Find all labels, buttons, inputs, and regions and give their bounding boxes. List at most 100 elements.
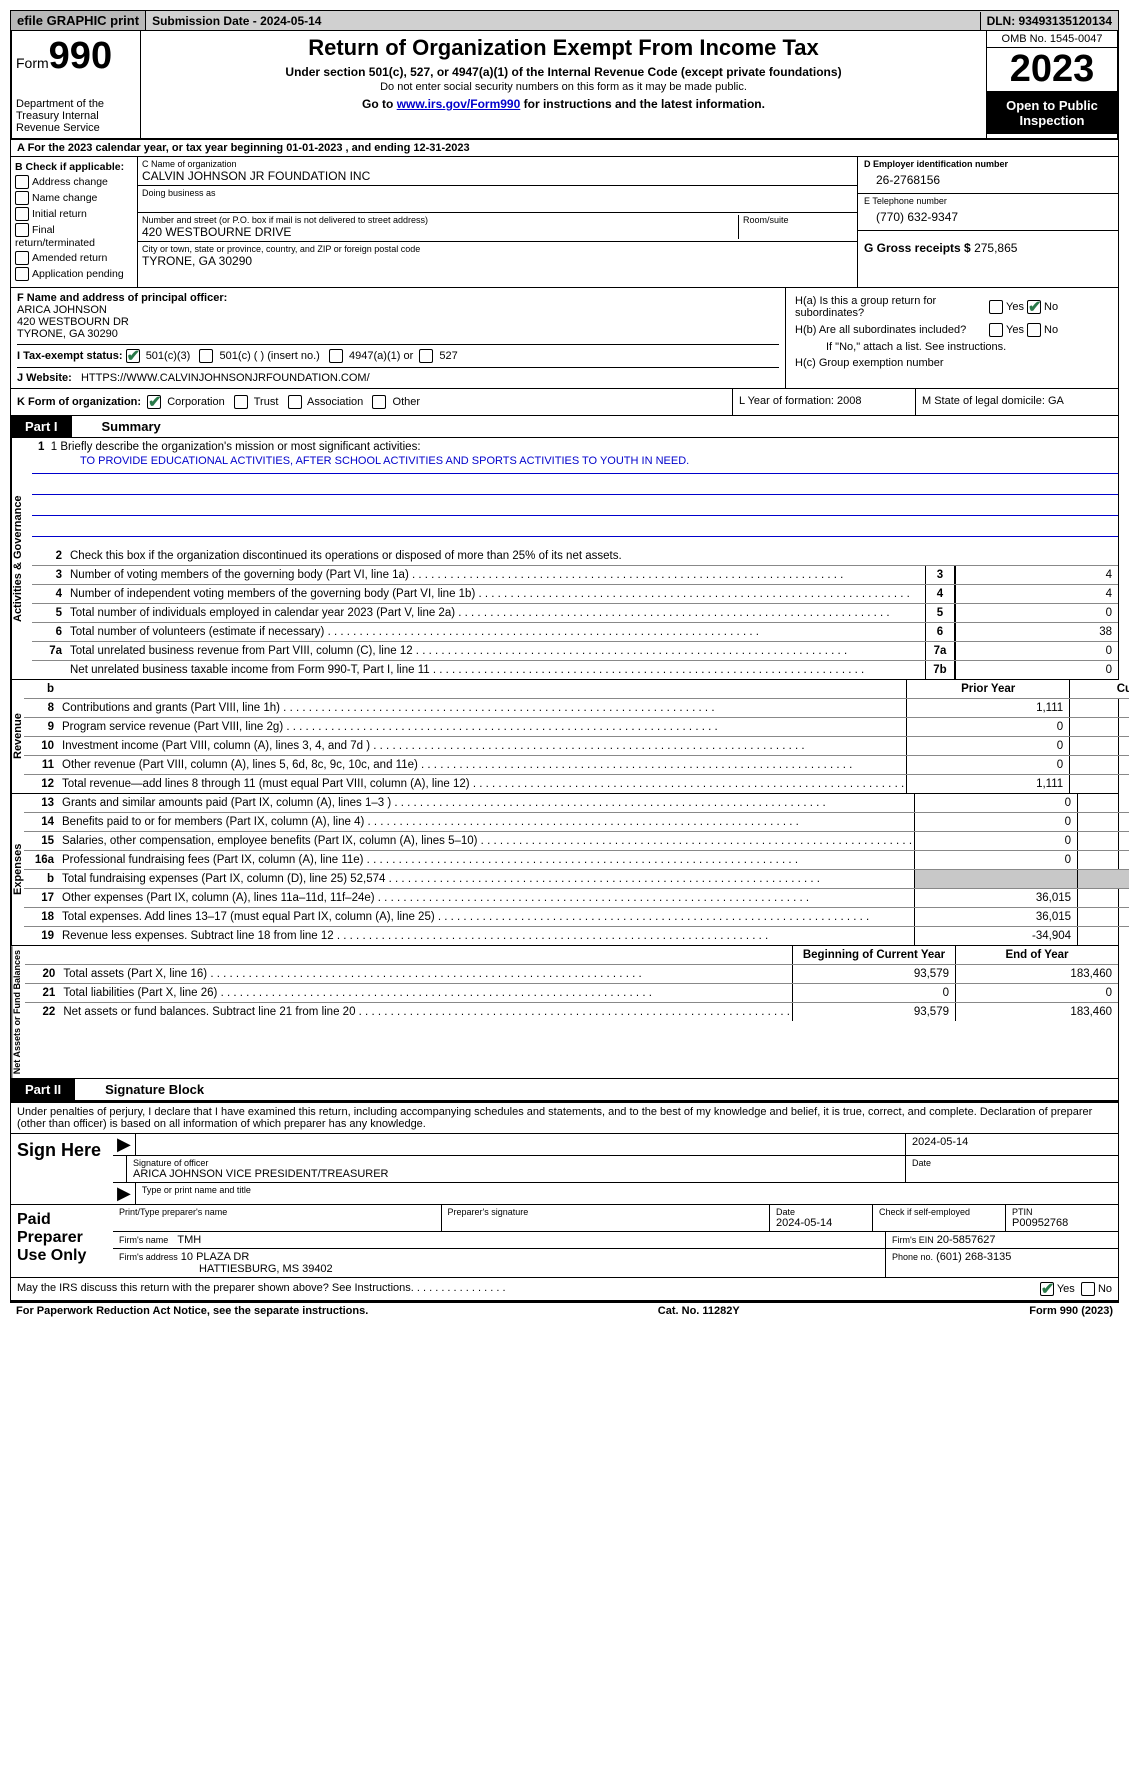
line-text: Revenue less expenses. Subtract line 18 … [60, 927, 914, 945]
cb-discuss-yes[interactable] [1040, 1282, 1054, 1296]
prior-value: 1,111 [906, 775, 1069, 793]
sign-here-label: Sign Here [11, 1134, 113, 1204]
line-text: Grants and similar amounts paid (Part IX… [60, 794, 914, 812]
line-text: Other expenses (Part IX, column (A), lin… [60, 889, 914, 907]
line-text: Total expenses. Add lines 13–17 (must eq… [60, 908, 914, 926]
year-formation: L Year of formation: 2008 [732, 389, 915, 415]
officer-label: F Name and address of principal officer: [17, 292, 779, 304]
cb-4947[interactable] [329, 349, 343, 363]
cb-app-pending[interactable] [15, 267, 29, 281]
ssn-warning: Do not enter social security numbers on … [145, 81, 982, 93]
telephone: (770) 632-9347 [864, 206, 1112, 228]
paid-preparer-label: Paid Preparer Use Only [11, 1205, 113, 1277]
officer-addr2: TYRONE, GA 30290 [17, 328, 779, 340]
current-value: 0 [1069, 737, 1129, 755]
cb-hb-no[interactable] [1027, 323, 1041, 337]
firm-addr1: 10 PLAZA DR [181, 1251, 249, 1263]
cb-527[interactable] [419, 349, 433, 363]
room-label: Room/suite [743, 215, 853, 225]
officer-name: ARICA JOHNSON [17, 304, 779, 316]
form-subtitle: Under section 501(c), 527, or 4947(a)(1)… [145, 65, 982, 79]
summary-netassets: Net Assets or Fund Balances Beginning of… [10, 946, 1119, 1079]
form-id-footer: Form 990 (2023) [1029, 1305, 1113, 1317]
current-value: 47,327 [1069, 756, 1129, 774]
current-value: 0 [1077, 851, 1129, 869]
current-year-header: Current Year [1069, 680, 1129, 698]
form-footer: For Paperwork Reduction Act Notice, see … [10, 1301, 1119, 1319]
cb-hb-yes[interactable] [989, 323, 1003, 337]
prior-value: 0 [792, 984, 955, 1002]
sign-date: 2024-05-14 [905, 1134, 1118, 1155]
cb-501c3[interactable] [126, 349, 140, 363]
prior-value: 0 [914, 832, 1077, 850]
cb-ha-yes[interactable] [989, 300, 1003, 314]
ha-label: H(a) Is this a group return for subordin… [794, 294, 986, 320]
cb-other-org[interactable] [372, 395, 386, 409]
line-text: Net assets or fund balances. Subtract li… [61, 1003, 792, 1021]
section-b-label: B Check if applicable: [15, 161, 133, 173]
hb-label: H(b) Are all subordinates included? [794, 322, 986, 338]
firm-phone: (601) 268-3135 [936, 1251, 1011, 1263]
current-value: 0 [955, 984, 1118, 1002]
catalog-number: Cat. No. 11282Y [658, 1305, 740, 1317]
tel-label: E Telephone number [864, 196, 1112, 206]
cb-amended[interactable] [15, 251, 29, 265]
firm-ein: 20-5857627 [937, 1234, 996, 1246]
current-value: 0 [1077, 813, 1129, 831]
part1-header: Part I Summary [10, 416, 1119, 438]
prior-value: 93,579 [792, 965, 955, 983]
arrow-icon: ▶ [113, 1134, 135, 1155]
prior-value: 1,111 [906, 699, 1069, 717]
hc-label: H(c) Group exemption number [794, 356, 1110, 370]
prior-value: 0 [906, 756, 1069, 774]
line-text: Investment income (Part VIII, column (A)… [60, 737, 906, 755]
cb-address-change[interactable] [15, 175, 29, 189]
prior-value: 0 [914, 851, 1077, 869]
line-text: Number of independent voting members of … [68, 585, 925, 603]
cb-initial-return[interactable] [15, 207, 29, 221]
discuss-question: May the IRS discuss this return with the… [17, 1282, 1040, 1296]
vtab-netassets: Net Assets or Fund Balances [11, 946, 25, 1078]
website-url: HTTPS://WWW.CALVINJOHNSONJRFOUNDATION.CO… [81, 372, 370, 384]
cb-501c[interactable] [199, 349, 213, 363]
prior-value: 0 [906, 737, 1069, 755]
efile-print-button[interactable]: efile GRAPHIC print [11, 11, 146, 30]
cb-assoc[interactable] [288, 395, 302, 409]
line2-text: Check this box if the organization disco… [68, 547, 1118, 565]
gross-receipts: G Gross receipts $ 275,865 [864, 233, 1112, 259]
ein-label: D Employer identification number [864, 159, 1112, 169]
vtab-revenue: Revenue [11, 680, 24, 793]
dept-label: Department of the Treasury Internal Reve… [16, 98, 136, 134]
current-value: 0 [1069, 718, 1129, 736]
perjury-disclaimer: Under penalties of perjury, I declare th… [11, 1103, 1118, 1133]
top-bar: efile GRAPHIC print Submission Date - 20… [10, 10, 1119, 31]
prior-value: 0 [914, 813, 1077, 831]
omb-number: OMB No. 1545-0047 [987, 31, 1117, 48]
tax-year: 2023 [987, 48, 1117, 92]
cb-trust[interactable] [234, 395, 248, 409]
current-value: 152,442 [1077, 889, 1129, 907]
prior-value: 0 [906, 718, 1069, 736]
state-domicile: M State of legal domicile: GA [915, 389, 1118, 415]
line-text: Total revenue—add lines 8 through 11 (mu… [60, 775, 906, 793]
dln: DLN: 93493135120134 [981, 12, 1118, 30]
line-text: Total fundraising expenses (Part IX, col… [60, 870, 914, 888]
entity-info: B Check if applicable: Address change Na… [10, 157, 1119, 288]
cb-ha-no[interactable] [1027, 300, 1041, 314]
tax-year-range: A For the 2023 calendar year, or tax yea… [10, 140, 1119, 157]
officer-signature: ARICA JOHNSON VICE PRESIDENT/TREASURER [133, 1168, 899, 1180]
irs-link[interactable]: www.irs.gov/Form990 [397, 97, 521, 111]
prior-value [914, 870, 1077, 888]
cb-discuss-no[interactable] [1081, 1282, 1095, 1296]
org-form-row: K Form of organization: Corporation Trus… [10, 389, 1119, 416]
current-value: 183,460 [955, 965, 1118, 983]
prior-value: 0 [914, 794, 1077, 812]
current-value: 242,323 [1069, 775, 1129, 793]
cb-corp[interactable] [147, 395, 161, 409]
paperwork-notice: For Paperwork Reduction Act Notice, see … [16, 1305, 368, 1317]
cb-final-return[interactable] [15, 223, 29, 237]
form-number: Form990 [16, 35, 136, 78]
cb-name-change[interactable] [15, 191, 29, 205]
part2-header: Part II Signature Block [10, 1079, 1119, 1101]
current-value: 0 [1077, 794, 1129, 812]
